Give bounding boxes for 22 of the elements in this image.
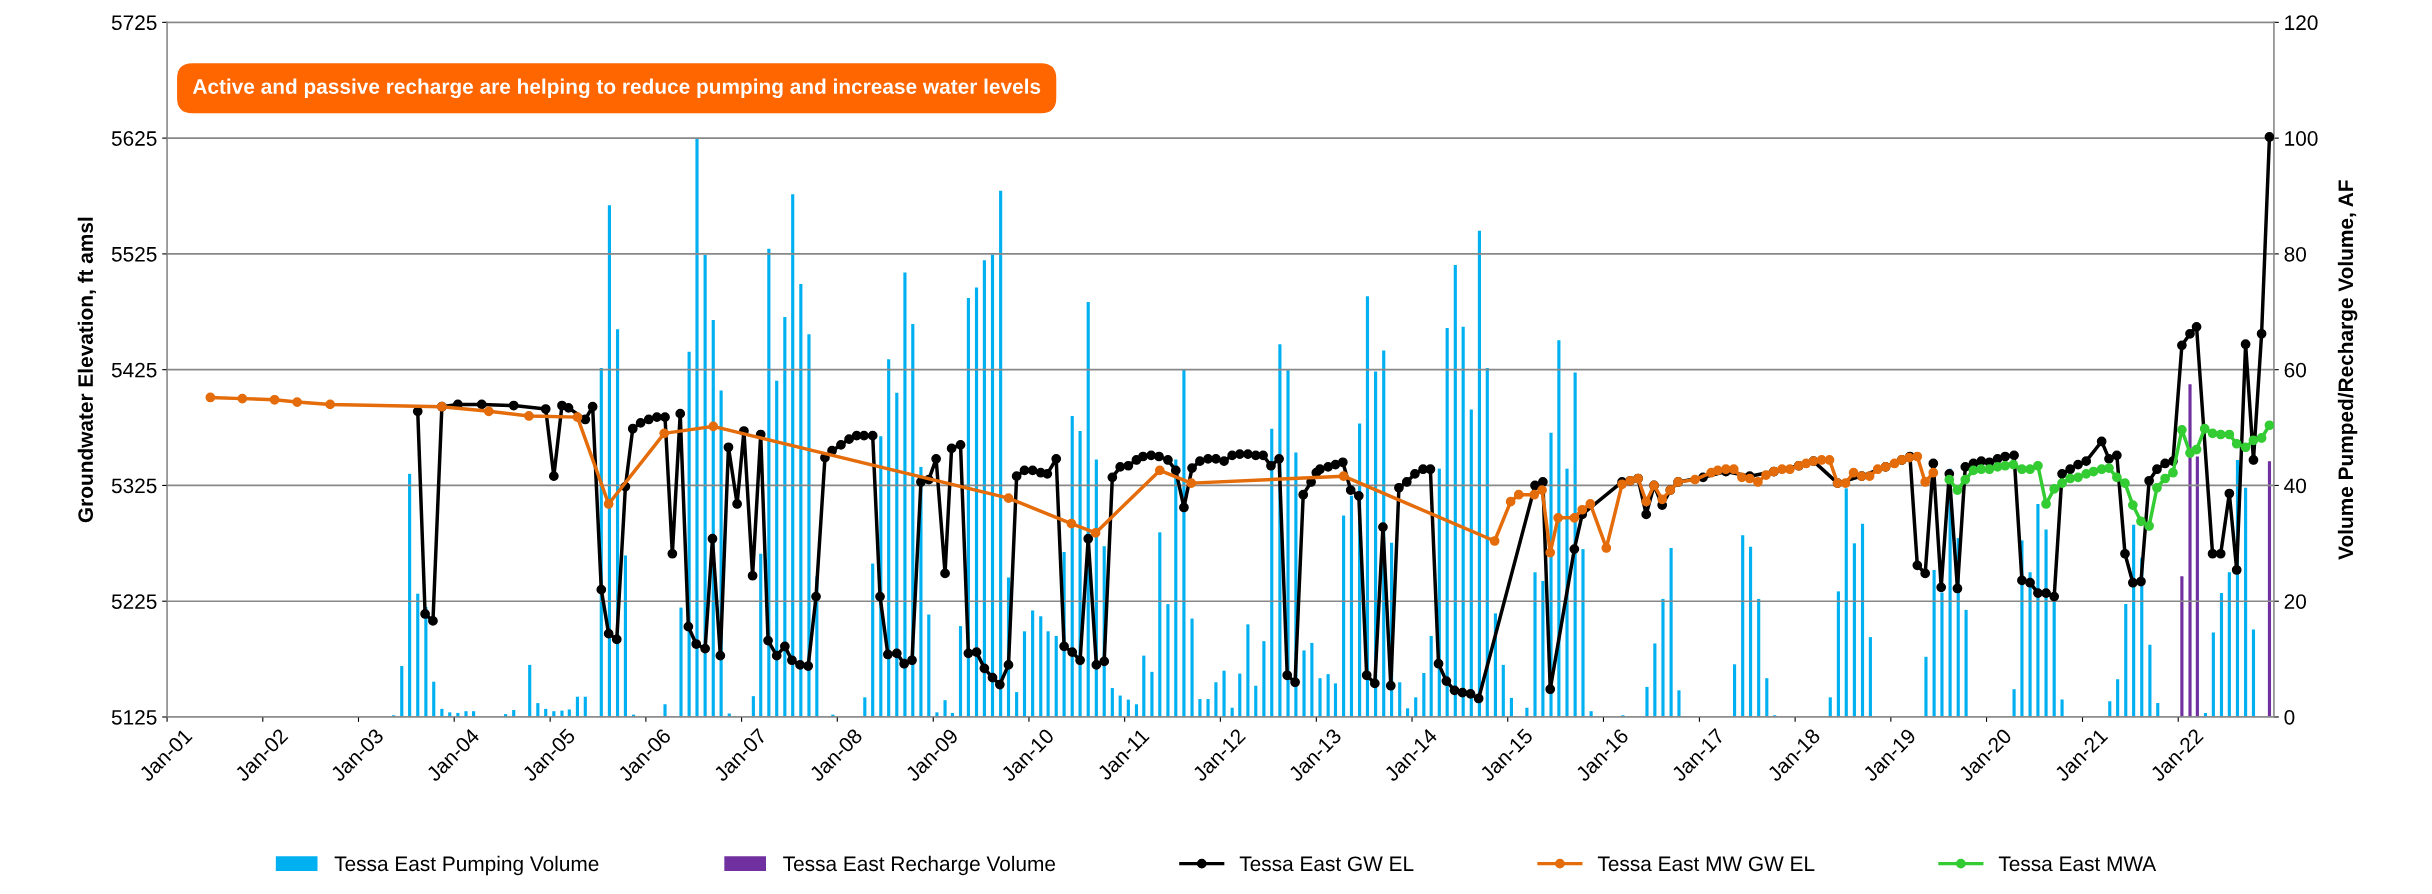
y-tick-label: 5425 (111, 362, 157, 378)
y2-tick-label: 40 (2284, 478, 2306, 494)
y-axis-title: Groundwater Elevation, ft amsl (77, 217, 97, 523)
y-tick-label: 5725 (111, 15, 157, 31)
y2-axis-title: Volume Pumped/Recharge Volume, AF (2337, 180, 2358, 560)
y2-tick-label: 80 (2284, 246, 2306, 262)
y2-tick-label: 120 (2285, 15, 2318, 31)
y2-tick-label: 20 (2284, 594, 2306, 609)
y-tick-label: 5625 (111, 131, 157, 146)
y-tick-label: 5125 (111, 709, 157, 725)
legend-label: Tessa East Recharge Volume (783, 855, 1056, 876)
legend-label: Tessa East MWA (1998, 856, 2157, 872)
legend-label: Tessa East Pumping Volume (334, 855, 599, 876)
annotation: Active and passive recharge are helping to reduce pumping and increase water levels (192, 78, 1041, 99)
legend-label: Tessa East MW GW EL (1597, 856, 1815, 872)
legend-label: Tessa East GW EL (1239, 856, 1414, 872)
y2-tick-label: 60 (2284, 362, 2306, 378)
y2-tick-label: 0 (2284, 709, 2295, 725)
y-tick-label: 5325 (111, 478, 157, 494)
y-tick-label: 5525 (111, 246, 157, 262)
y-tick-label: 5225 (111, 594, 157, 609)
y2-tick-label: 100 (2285, 131, 2318, 146)
